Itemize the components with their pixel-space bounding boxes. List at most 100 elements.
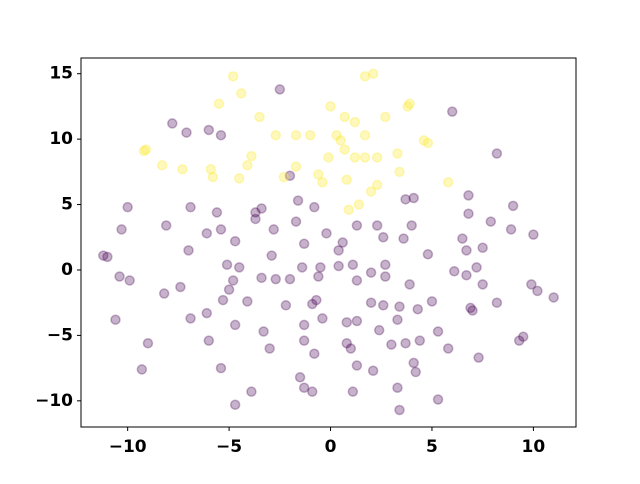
- scatter-point: [258, 326, 269, 337]
- scatter-point: [201, 228, 213, 239]
- scatter-point: [485, 216, 497, 227]
- scatter-point: [432, 394, 444, 405]
- scatter-point: [414, 335, 426, 346]
- plot-frame: [80, 57, 577, 428]
- scatter-point: [432, 326, 444, 337]
- scatter-point: [323, 152, 334, 163]
- scatter-point: [98, 250, 109, 261]
- scatter-point: [341, 317, 353, 328]
- scatter-point: [392, 314, 403, 325]
- scatter-point: [215, 362, 227, 374]
- scatter-point: [404, 279, 415, 290]
- scatter-point: [467, 305, 478, 316]
- scatter-point: [177, 163, 188, 175]
- scatter-point: [307, 386, 318, 397]
- scatter-point: [290, 216, 302, 227]
- scatter-point: [408, 192, 419, 204]
- scatter-point: [264, 343, 275, 354]
- scatter-point: [309, 348, 320, 359]
- scatter-point: [400, 338, 411, 349]
- x-tick-label: 5: [426, 437, 438, 457]
- scatter-point: [124, 275, 135, 286]
- scatter-point: [513, 335, 525, 346]
- scatter-point: [518, 331, 529, 342]
- scatter-point: [337, 237, 348, 248]
- scatter-point: [461, 245, 472, 256]
- scatter-point: [463, 208, 474, 219]
- scatter-point: [335, 135, 346, 146]
- scatter-point: [242, 296, 253, 307]
- scatter-point: [505, 224, 517, 235]
- scatter-point: [233, 262, 245, 273]
- scatter-point: [211, 207, 223, 218]
- scatter-point: [175, 281, 186, 293]
- scatter-point: [449, 266, 460, 277]
- scatter-point: [339, 111, 350, 123]
- scatter-point: [160, 220, 172, 231]
- scatter-point: [359, 152, 371, 163]
- scatter-point: [402, 101, 413, 112]
- scatter-point: [298, 382, 310, 393]
- scatter-point: [116, 224, 127, 235]
- scatter-point: [298, 319, 310, 331]
- scatter-point: [349, 116, 361, 128]
- scatter-point: [227, 71, 239, 82]
- scatter-point: [351, 275, 363, 286]
- scatter-point: [221, 259, 233, 270]
- scatter-point: [298, 238, 310, 250]
- scatter-point: [463, 190, 474, 201]
- scatter-point: [215, 224, 227, 235]
- scatter-point: [365, 297, 377, 308]
- scatter-point: [422, 137, 434, 149]
- scatter-point: [274, 84, 286, 95]
- scatter-point: [418, 135, 430, 146]
- scatter-point: [203, 124, 215, 136]
- y-tick-label: 10: [49, 129, 73, 149]
- scatter-point: [398, 233, 409, 244]
- scatter-point: [242, 160, 253, 171]
- scatter-point: [138, 145, 150, 157]
- scatter-point: [203, 335, 215, 346]
- scatter-point: [201, 307, 213, 319]
- scatter-point: [213, 98, 225, 110]
- scatter-point: [373, 324, 385, 336]
- scatter-point: [394, 166, 405, 178]
- scatter-point: [410, 366, 421, 378]
- scatter-point: [325, 101, 336, 112]
- scatter-point: [507, 200, 519, 212]
- scatter-point: [227, 275, 239, 286]
- scatter-point: [351, 315, 363, 327]
- scatter-point: [278, 171, 290, 183]
- y-tick-label: 5: [61, 195, 73, 215]
- scatter-point: [254, 111, 265, 123]
- scatter-point: [528, 229, 539, 240]
- scatter-point: [394, 404, 405, 416]
- scatter-point: [307, 298, 318, 310]
- scatter-point: [270, 129, 282, 141]
- scatter-point: [280, 300, 292, 311]
- scatter-point: [236, 88, 247, 99]
- scatter-point: [477, 242, 488, 253]
- scatter-point: [110, 314, 121, 325]
- scatter-point: [392, 148, 403, 159]
- scatter-point: [315, 262, 326, 273]
- scatter-point: [256, 203, 267, 214]
- scatter-point: [367, 365, 379, 376]
- scatter-point: [317, 177, 328, 188]
- scatter-point: [122, 201, 133, 213]
- scatter-point: [347, 259, 359, 270]
- scatter-point: [304, 129, 316, 141]
- scatter-point: [378, 300, 389, 311]
- scatter-point: [217, 294, 229, 306]
- scatter-point: [256, 272, 267, 284]
- scatter-point: [526, 279, 537, 290]
- scatter-point: [345, 343, 357, 354]
- scatter-point: [250, 213, 261, 225]
- scatter-point: [183, 245, 194, 256]
- scatter-point: [114, 271, 125, 282]
- scatter-point: [215, 129, 227, 141]
- scatter-point: [347, 386, 359, 397]
- scatter-point: [477, 279, 488, 290]
- scatter-point: [333, 245, 344, 256]
